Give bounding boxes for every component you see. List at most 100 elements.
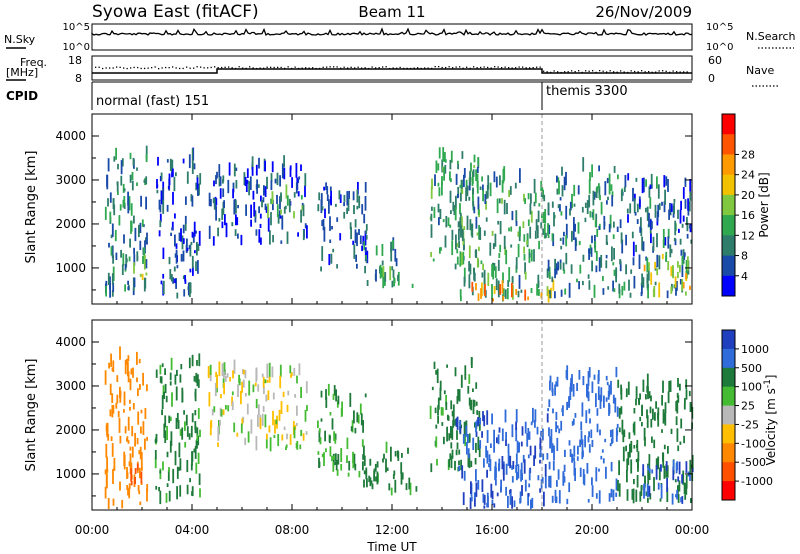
- range-cell: [174, 450, 177, 466]
- range-cell: [604, 181, 607, 196]
- range-cell: [654, 204, 657, 218]
- range-cell: [354, 463, 357, 471]
- range-cell: [363, 445, 365, 459]
- range-cell: [646, 257, 649, 273]
- range-cell: [353, 244, 356, 259]
- range-cell: [408, 477, 411, 490]
- range-cell: [467, 448, 470, 459]
- range-cell: [340, 464, 343, 471]
- range-cell: [190, 425, 193, 438]
- range-cell: [454, 460, 456, 471]
- range-cell: [198, 473, 201, 485]
- range-cell: [108, 362, 110, 369]
- range-cell: [171, 159, 174, 173]
- range-cell: [611, 191, 614, 197]
- range-cell: [248, 380, 251, 396]
- range-cell: [654, 281, 657, 286]
- range-cell: [478, 423, 481, 431]
- nave-point: [280, 66, 282, 69]
- range-cell: [586, 383, 588, 397]
- range-cell: [653, 477, 655, 492]
- range-cell: [375, 269, 377, 282]
- range-cell: [663, 175, 666, 188]
- range-cell: [565, 205, 568, 220]
- range-cell: [473, 267, 475, 281]
- range-cell: [193, 448, 196, 453]
- range-cell: [193, 375, 196, 382]
- range-cell: [563, 464, 566, 472]
- range-cell: [451, 240, 454, 256]
- range-cell: [190, 194, 193, 202]
- range-cell: [544, 464, 547, 477]
- nave-point: [350, 66, 352, 68]
- range-cell: [366, 250, 369, 264]
- range-cell: [184, 421, 186, 431]
- range-cell: [448, 433, 451, 441]
- nave-point: [133, 66, 135, 69]
- range-cell: [365, 467, 368, 480]
- nsky-tick-top: 10^5: [63, 22, 90, 33]
- range-cell: [191, 255, 194, 269]
- range-cell: [669, 244, 672, 258]
- range-cell: [573, 457, 575, 462]
- range-cell: [198, 183, 200, 196]
- range-cell: [132, 403, 135, 410]
- range-cell: [485, 201, 487, 210]
- range-cell: [194, 446, 197, 459]
- range-cell: [159, 364, 162, 375]
- range-cell: [176, 292, 179, 299]
- range-cell: [638, 399, 640, 406]
- range-cell: [476, 173, 479, 188]
- range-cell: [472, 437, 475, 450]
- range-cell: [242, 369, 245, 375]
- range-cell: [145, 259, 148, 269]
- nave-point: [585, 70, 587, 72]
- range-cell: [499, 284, 502, 295]
- nave-point: [627, 71, 629, 74]
- range-cell: [364, 393, 367, 398]
- range-cell: [459, 426, 462, 434]
- range-cell: [111, 404, 114, 418]
- nave-point: [340, 67, 342, 69]
- range-cell: [538, 203, 541, 207]
- range-cell: [645, 394, 647, 400]
- range-cell: [461, 179, 463, 190]
- range-cell: [469, 219, 472, 231]
- range-cell: [325, 389, 327, 400]
- range-cell: [127, 488, 129, 496]
- range-cell: [685, 389, 688, 400]
- range-cell: [606, 241, 608, 245]
- range-cell: [460, 374, 463, 388]
- range-cell: [195, 372, 198, 383]
- range-cell: [462, 434, 465, 444]
- range-cell: [562, 262, 565, 271]
- nave-point: [476, 67, 478, 69]
- range-cell: [236, 432, 239, 437]
- x-tick-label: 08:00: [275, 523, 310, 537]
- range-cell: [634, 193, 636, 201]
- range-cell: [335, 389, 337, 402]
- range-cell: [162, 247, 165, 259]
- range-cell: [548, 461, 551, 470]
- range-cell: [664, 189, 666, 205]
- range-cell: [541, 477, 544, 484]
- range-cell: [171, 392, 173, 407]
- range-cell: [160, 190, 163, 205]
- range-cell: [626, 208, 629, 214]
- range-cell: [487, 175, 490, 190]
- range-cell: [573, 184, 576, 197]
- range-cell: [106, 422, 109, 433]
- range-cell: [218, 361, 221, 377]
- range-cell: [171, 227, 173, 231]
- range-cell: [519, 498, 521, 504]
- range-cell: [613, 248, 615, 260]
- nave-point: [546, 71, 548, 73]
- range-cell: [144, 438, 146, 450]
- nave-point: [147, 67, 149, 69]
- range-cell: [473, 165, 476, 169]
- range-cell: [341, 401, 343, 416]
- range-cell: [113, 457, 116, 471]
- range-cell: [536, 283, 538, 296]
- range-cell: [366, 280, 369, 286]
- range-cell: [352, 191, 355, 201]
